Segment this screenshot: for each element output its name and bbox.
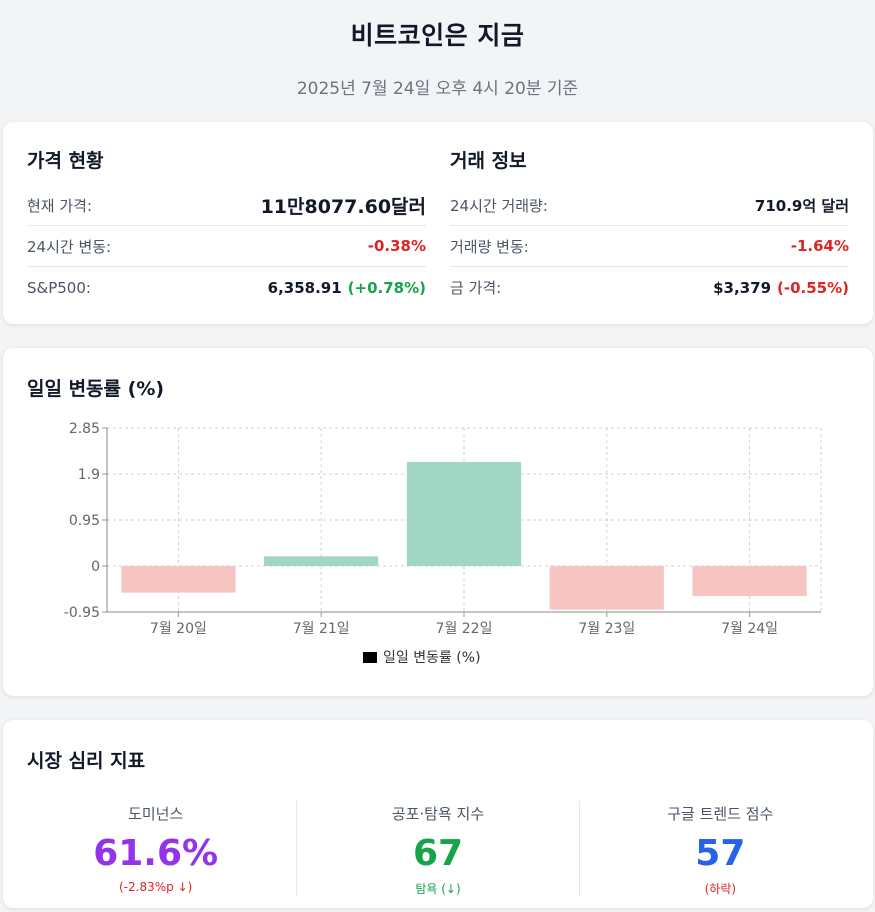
dominance-metric: 도미넌스 61.6% (-2.83%p ↓) bbox=[15, 801, 298, 897]
sp500-row: S&P500: 6,358.91 (+0.78%) bbox=[27, 267, 426, 308]
timestamp: 2025년 7월 24일 오후 4시 20분 기준 bbox=[296, 79, 579, 99]
bar bbox=[406, 461, 522, 566]
fear-greed-note: 탐욕 (↓) bbox=[415, 882, 461, 896]
y-tick-label: 2.85 bbox=[69, 421, 100, 437]
sp500-value: 6,358.91 bbox=[267, 278, 342, 297]
y-tick-label: 1.9 bbox=[78, 467, 100, 483]
x-tick-label: 7월 21일 bbox=[293, 621, 350, 637]
current-price-value: 11만8077.60달러 bbox=[260, 195, 426, 218]
dominance-note: (-2.83%p ↓) bbox=[119, 880, 193, 894]
y-tick-label: 0 bbox=[91, 559, 100, 575]
volume-label: 24시간 거래량: bbox=[450, 196, 548, 215]
volume-change-value: -1.64% bbox=[790, 237, 849, 255]
legend-label: 일일 변동률 (%) bbox=[383, 650, 481, 666]
fear-greed-metric: 공포·탐욕 지수 67 탐욕 (↓) bbox=[297, 801, 580, 897]
bar bbox=[264, 556, 379, 566]
chart-title: 일일 변동률 (%) bbox=[27, 378, 165, 400]
x-tick-label: 7월 23일 bbox=[578, 621, 635, 637]
current-price-label: 현재 가격: bbox=[27, 196, 93, 215]
price-section-title: 가격 현황 bbox=[27, 150, 104, 172]
current-price-row: 현재 가격: 11만8077.60달러 bbox=[27, 185, 426, 226]
gold-row: 금 가격: $3,379 (-0.55%) bbox=[450, 267, 849, 308]
gold-label: 금 가격: bbox=[450, 279, 502, 297]
trade-section: 거래 정보 24시간 거래량: 710.9억 달러 거래량 변동: -1.64%… bbox=[450, 146, 849, 308]
sentiment-title: 시장 심리 지표 bbox=[27, 750, 146, 772]
sentiment-card: 시장 심리 지표 도미넌스 61.6% (-2.83%p ↓) 공포·탐욕 지수… bbox=[3, 720, 873, 908]
fear-greed-value: 67 bbox=[412, 833, 464, 874]
google-trends-value: 57 bbox=[695, 833, 746, 874]
page-title: 비트코인은 지금 bbox=[350, 21, 525, 50]
page-header: 비트코인은 지금 2025년 7월 24일 오후 4시 20분 기준 bbox=[0, 0, 875, 116]
daily-change-chart: 2.85 1.9 0.95 0 -0.95 7월 20일 7월 21일 7월 22일 7월 23… bbox=[64, 421, 822, 666]
chart-card: 일일 변동률 (%) 2.85 1.9 0.95 0 -0.95 7월 20일 7월 21일… bbox=[3, 348, 873, 696]
price-section: 가격 현황 현재 가격: 11만8077.60달러 24시간 변동: -0.38… bbox=[27, 146, 426, 308]
volume-value: 710.9억 달러 bbox=[754, 196, 849, 215]
y-tick-label: -0.95 bbox=[64, 605, 100, 621]
google-trends-note: (하락) bbox=[704, 882, 737, 896]
google-trends-label: 구글 트렌드 점수 bbox=[667, 805, 774, 823]
bar bbox=[549, 566, 664, 610]
trade-section-title: 거래 정보 bbox=[450, 150, 527, 172]
dominance-value: 61.6% bbox=[93, 833, 219, 874]
gold-change: (-0.55%) bbox=[777, 278, 849, 297]
bar bbox=[121, 566, 236, 593]
change-24h-row: 24시간 변동: -0.38% bbox=[27, 226, 426, 267]
fear-greed-label: 공포·탐욕 지수 bbox=[391, 805, 485, 823]
dominance-label: 도미넌스 bbox=[128, 805, 184, 823]
change-24h-value: -0.38% bbox=[367, 237, 426, 255]
summary-card: 가격 현황 현재 가격: 11만8077.60달러 24시간 변동: -0.38… bbox=[3, 122, 873, 324]
change-24h-label: 24시간 변동: bbox=[27, 237, 112, 256]
volume-row: 24시간 거래량: 710.9억 달러 bbox=[450, 185, 849, 226]
volume-change-row: 거래량 변동: -1.64% bbox=[450, 226, 849, 267]
sp500-change: (+0.78%) bbox=[347, 278, 426, 297]
bar bbox=[692, 566, 807, 597]
volume-change-label: 거래량 변동: bbox=[450, 237, 529, 256]
gold-value: $3,379 bbox=[713, 278, 772, 297]
x-tick-label: 7월 24일 bbox=[721, 621, 778, 637]
x-tick-label: 7월 20일 bbox=[150, 621, 207, 637]
x-tick-label: 7월 22일 bbox=[436, 621, 493, 637]
legend-swatch bbox=[363, 652, 377, 663]
sp500-label: S&P500: bbox=[27, 278, 91, 297]
y-tick-label: 0.95 bbox=[69, 513, 100, 529]
google-trends-metric: 구글 트렌드 점수 57 (하락) bbox=[580, 801, 861, 897]
